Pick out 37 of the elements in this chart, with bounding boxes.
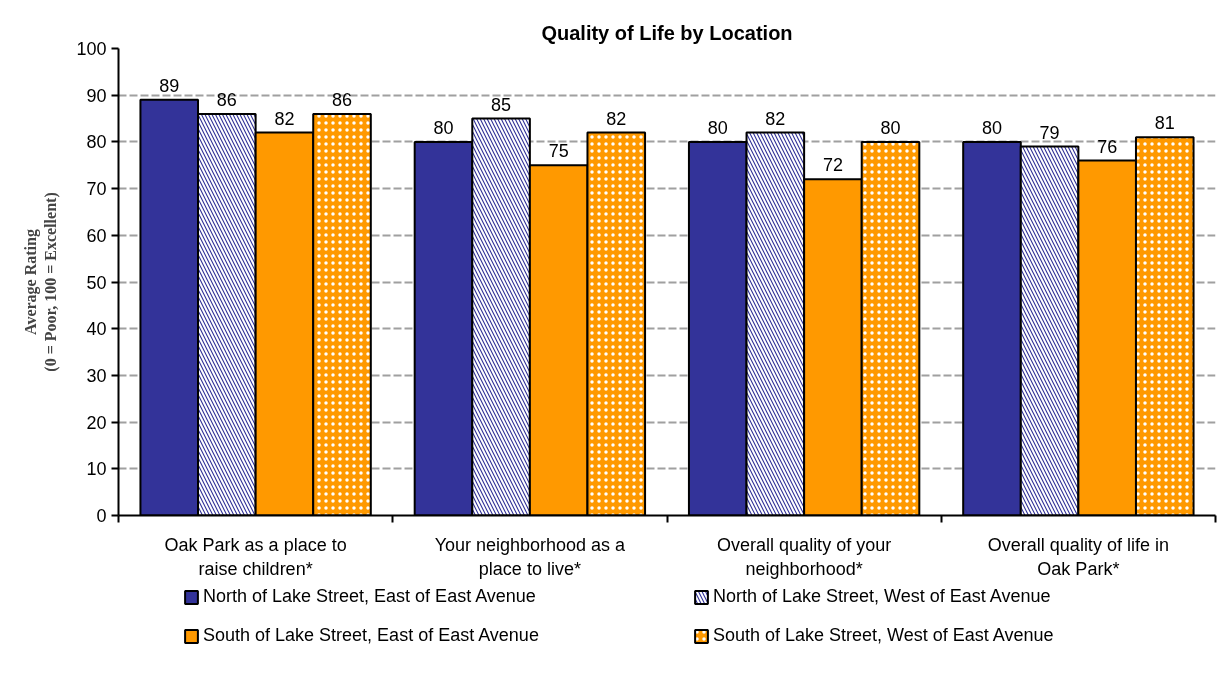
x-tick-label: Overall quality of your neighborhood* [717, 534, 892, 579]
data-label: 80 [880, 117, 901, 138]
data-label: 80 [981, 117, 1003, 138]
y-tick-label: 60 [86, 225, 107, 246]
data-label: 75 [548, 141, 569, 162]
legend-label: North of Lake Street, West of East Avenue [713, 586, 1052, 607]
x-tick-label: Overall quality of life in Oak Park* [987, 534, 1169, 579]
legend-label: South of Lake Street, East of East Avenue [203, 625, 540, 646]
chart-title: Quality of Life by Location [541, 21, 793, 44]
y-tick-label: 90 [86, 85, 107, 106]
data-label: 89 [159, 75, 180, 96]
data-label: 76 [1097, 136, 1118, 157]
data-label: 85 [491, 94, 512, 115]
data-label: 86 [216, 89, 237, 110]
y-tick-label: 10 [86, 459, 107, 480]
y-tick-label: 0 [96, 506, 107, 526]
data-label: 81 [1154, 113, 1175, 134]
y-tick-label: 20 [86, 412, 107, 433]
data-label: 86 [332, 89, 353, 110]
data-label: 82 [274, 108, 295, 129]
y-tick-label: 80 [86, 132, 107, 153]
data-label: 82 [606, 108, 627, 129]
y-tick-label: 100 [76, 39, 107, 59]
data-label: 82 [765, 108, 786, 129]
data-label: 80 [707, 117, 728, 138]
legend-label: North of Lake Street, East of East Avenue [203, 586, 537, 607]
x-tick-label: Oak Park as a place to raise children* [164, 534, 347, 579]
y-tick-label: 70 [86, 179, 107, 200]
data-label: 80 [433, 117, 454, 138]
data-label: 72 [822, 155, 843, 176]
legend-label: South of Lake Street, West of East Avenue [713, 625, 1055, 646]
y-axis-title: Average Rating (0 = Poor, 100 = Excellent) [22, 192, 61, 372]
x-tick-label: Your neighborhood as a place to live* [434, 534, 627, 579]
y-tick-label: 50 [86, 272, 107, 293]
y-tick-label: 40 [86, 319, 107, 340]
y-tick-label: 30 [86, 365, 107, 386]
data-label: 79 [1039, 122, 1060, 143]
